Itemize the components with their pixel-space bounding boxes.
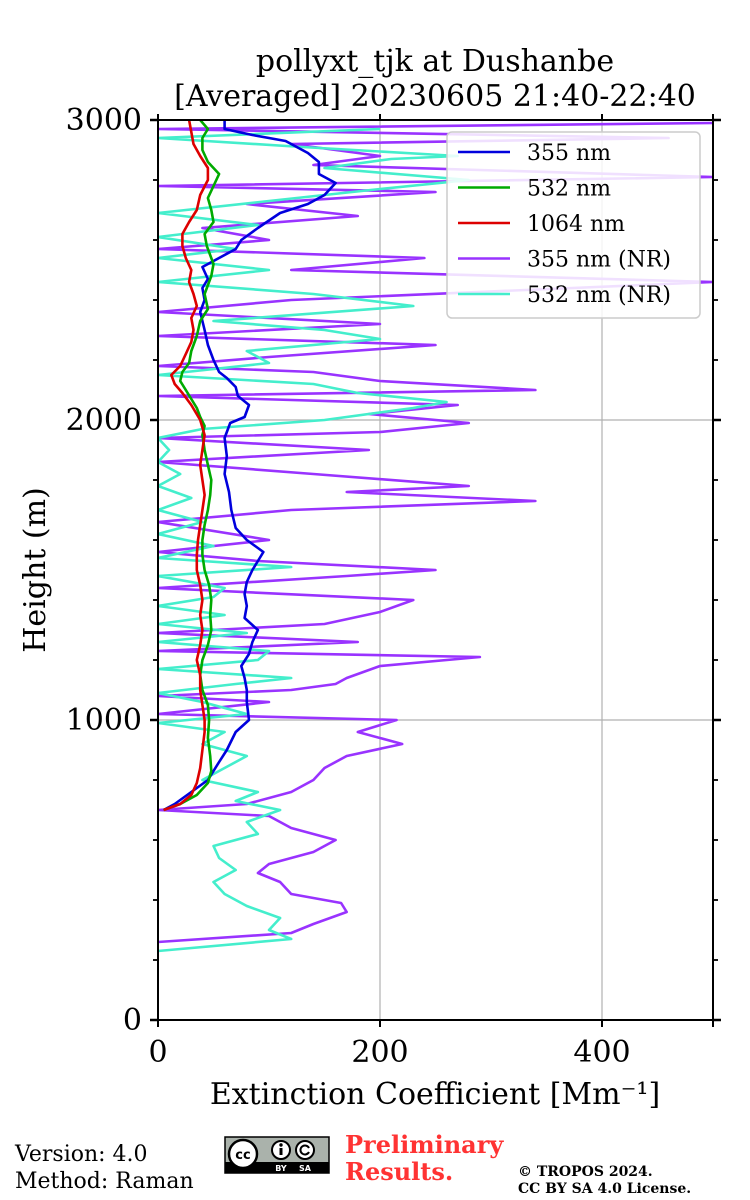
svg-text:SA: SA (299, 1164, 312, 1173)
results-label: Results. (345, 1157, 453, 1186)
cc-license-badge-icon: cc BY SA (224, 1136, 330, 1174)
chart-title: pollyxt_tjk at Dushanbe (256, 44, 614, 79)
copyright-text: © TROPOS 2024. (518, 1164, 653, 1180)
chart-subtitle: [Averaged] 20230605 21:40-22:40 (174, 79, 696, 114)
x-axis-label: Extinction Coefficient [Mm⁻¹] (210, 1077, 660, 1112)
y-tick-label: 2000 (66, 403, 142, 438)
series-line-532-nm-nr- (158, 127, 471, 953)
legend-label: 355 nm (NR) (527, 248, 671, 273)
x-tick-label: 200 (351, 1035, 408, 1070)
series-line-355-nm-nr- (158, 121, 713, 944)
series-line-355-nm (162, 120, 337, 812)
series-line-1064-nm (163, 120, 210, 812)
method-text: Method: Raman (15, 1169, 194, 1194)
y-tick-label: 1000 (66, 703, 142, 738)
y-axis-label: Height (m) (18, 487, 53, 652)
legend-label: 532 nm (527, 177, 611, 202)
x-tick-label: 400 (573, 1035, 630, 1070)
plot-frame (157, 119, 714, 1021)
version-text: Version: 4.0 (14, 1142, 148, 1167)
y-tick-label: 3000 (66, 103, 142, 138)
legend-label: 1064 nm (527, 212, 625, 237)
svg-text:BY: BY (275, 1164, 287, 1173)
x-tick-label: 0 (148, 1035, 167, 1070)
series-group (158, 120, 713, 953)
legend-label: 355 nm (527, 141, 611, 166)
preliminary-label: Preliminary (345, 1130, 504, 1159)
legend-label: 532 nm (NR) (527, 283, 671, 308)
y-tick-label: 0 (123, 1003, 142, 1038)
legend: 355 nm 532 nm 1064 nm 355 nm (NR) 532 nm (NR… (446, 131, 701, 319)
legend-box (446, 131, 701, 319)
svg-text:cc: cc (235, 1148, 250, 1163)
license-text: CC BY SA 4.0 License. (518, 1181, 691, 1197)
ticks: 0 200 400 0 1000 2000 3000 (66, 103, 721, 1070)
